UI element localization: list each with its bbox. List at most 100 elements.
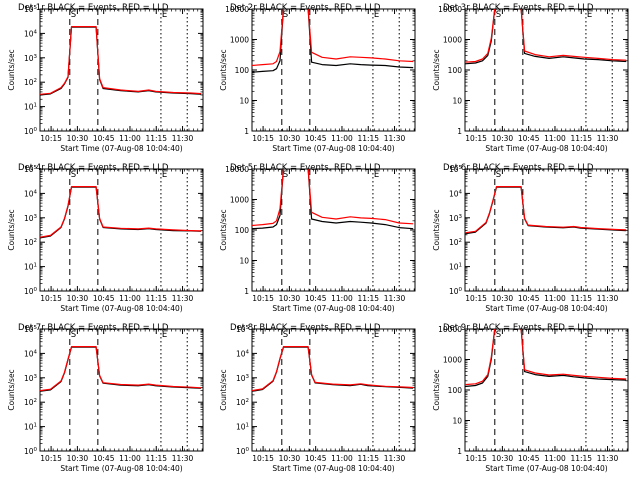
series-line-lld	[465, 186, 627, 234]
chart-panel-6: Det 6r BLACK = Events, RED = LLD Counts/s…	[432, 163, 629, 313]
x-tick-label: 10:45	[518, 294, 540, 303]
x-tick-label: 11:15	[145, 454, 167, 463]
y-tick-label: 105	[24, 5, 38, 14]
marker-label: E	[162, 170, 167, 180]
x-tick-label: 11:00	[331, 294, 353, 303]
chart-title: Det 7r BLACK = Events, RED = LLD	[18, 323, 169, 333]
x-tick-label: 11:15	[145, 294, 167, 303]
y-tick-label: 100	[448, 66, 463, 75]
x-tick-label: 10:30	[492, 454, 514, 463]
y-axis-label: Counts/sec	[219, 49, 228, 90]
x-tick-label: 11:15	[357, 294, 379, 303]
y-tick-label: 1	[457, 127, 462, 136]
x-tick-label: 11:00	[119, 454, 141, 463]
series-line-lld	[465, 9, 627, 63]
chart-title: Det 5r BLACK = Events, RED = LLD	[230, 163, 381, 173]
x-tick-label: 11:15	[570, 454, 592, 463]
y-tick-label: 10000	[225, 5, 249, 14]
y-tick-label: 100	[24, 447, 38, 456]
y-tick-label: 103	[24, 374, 38, 383]
x-axis-label: Start Time (07-Aug-08 10:04:40)	[272, 144, 394, 153]
x-tick-label: 11:30	[384, 294, 406, 303]
plot-frame	[39, 168, 204, 292]
y-tick-label: 1000	[230, 196, 249, 205]
y-tick-label: 1000	[230, 36, 249, 45]
x-tick-label: 10:15	[465, 134, 487, 143]
chart-panel-7: Det 7r BLACK = Events, RED = LLD Counts/s…	[7, 323, 204, 473]
chart-title: Det 8r BLACK = Events, RED = LLD	[230, 323, 381, 333]
y-tick-label: 1000	[443, 36, 462, 45]
y-tick-label: 100	[235, 226, 250, 235]
x-tick-label: 10:30	[279, 294, 301, 303]
chart-panel-4: Det 4r BLACK = Events, RED = LLD Counts/s…	[7, 163, 204, 313]
y-tick-label: 100	[24, 127, 38, 136]
y-tick-label: 101	[24, 263, 37, 272]
x-tick-label: 11:15	[357, 134, 379, 143]
x-axis-label: Start Time (07-Aug-08 10:04:40)	[272, 304, 394, 313]
marker-label: E	[374, 170, 379, 180]
series-line-lld	[252, 169, 414, 227]
marker-label: S	[71, 330, 76, 340]
series-line-events	[40, 26, 202, 96]
x-tick-label: 11:00	[331, 454, 353, 463]
y-tick-label: 100	[24, 287, 38, 296]
marker-label: S	[283, 10, 288, 20]
chart-title: Det 6r BLACK = Events, RED = LLD	[443, 163, 594, 173]
plot-frame	[39, 8, 204, 132]
x-tick-label: 10:15	[252, 454, 274, 463]
plot-frame	[464, 8, 629, 132]
plot-frame	[39, 328, 204, 452]
x-tick-label: 10:45	[93, 294, 115, 303]
x-tick-label: 11:30	[172, 134, 194, 143]
x-tick-label: 10:30	[279, 454, 301, 463]
x-tick-label: 10:45	[518, 134, 540, 143]
plot-frame	[251, 8, 416, 132]
chart-title: Det 2r BLACK = Events, RED = LLD	[230, 3, 381, 13]
chart-title: Det 4r BLACK = Events, RED = LLD	[18, 163, 169, 173]
x-tick-label: 11:00	[119, 294, 141, 303]
x-axis-label: Start Time (07-Aug-08 10:04:40)	[485, 304, 607, 313]
plot-frame	[251, 328, 416, 452]
marker-label: S	[496, 170, 501, 180]
series-line-lld	[40, 346, 202, 392]
x-axis-label: Start Time (07-Aug-08 10:04:40)	[272, 464, 394, 473]
x-tick-label: 11:00	[544, 134, 566, 143]
x-tick-label: 10:45	[305, 294, 327, 303]
x-tick-label: 11:30	[172, 454, 194, 463]
plot-frame	[251, 168, 416, 292]
x-tick-label: 10:30	[279, 134, 301, 143]
x-tick-label: 10:15	[465, 294, 487, 303]
x-tick-label: 10:45	[305, 454, 327, 463]
marker-label: S	[283, 330, 288, 340]
y-tick-label: 103	[24, 214, 38, 223]
x-tick-label: 11:30	[384, 454, 406, 463]
chart-title: Det 3r BLACK = Events, RED = LLD	[443, 3, 594, 13]
series-line-lld	[40, 186, 202, 238]
y-tick-label: 1	[244, 127, 249, 136]
y-axis-label: Counts/sec	[432, 369, 441, 410]
y-axis-label: Counts/sec	[7, 209, 16, 250]
x-tick-label: 10:30	[67, 134, 89, 143]
x-tick-label: 10:15	[252, 134, 274, 143]
x-tick-label: 10:45	[305, 134, 327, 143]
x-tick-label: 10:30	[492, 294, 514, 303]
series-line-events	[465, 9, 627, 65]
x-tick-label: 11:00	[544, 454, 566, 463]
series-line-events	[252, 169, 414, 230]
series-line-lld	[465, 329, 627, 386]
y-tick-label: 1	[457, 447, 462, 456]
y-tick-label: 10	[239, 97, 249, 106]
x-tick-label: 10:30	[67, 294, 89, 303]
plot-frame	[464, 328, 629, 452]
y-tick-label: 10000	[438, 5, 462, 14]
y-tick-label: 100	[448, 386, 463, 395]
y-tick-label: 1	[244, 287, 249, 296]
series-line-lld	[252, 9, 414, 67]
y-tick-label: 100	[235, 66, 250, 75]
y-tick-label: 104	[236, 349, 250, 358]
series-line-lld	[40, 26, 202, 95]
x-tick-label: 10:15	[40, 294, 62, 303]
x-tick-label: 10:45	[93, 134, 115, 143]
y-tick-label: 10	[452, 97, 462, 106]
